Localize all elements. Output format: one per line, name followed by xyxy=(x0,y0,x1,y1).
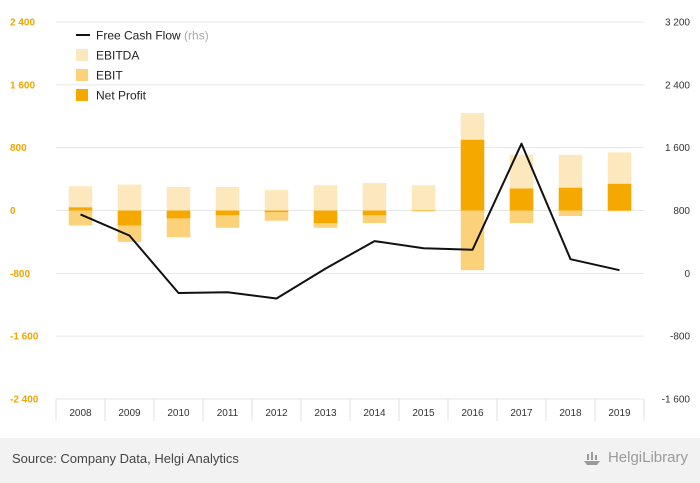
bar-ebit xyxy=(509,210,534,224)
x-tick-label: 2017 xyxy=(510,408,533,419)
bar-ebit xyxy=(264,210,289,221)
bars xyxy=(68,113,632,271)
x-tick-label: 2016 xyxy=(461,408,484,419)
footer: Source: Company Data, Helgi Analytics He… xyxy=(0,438,700,483)
y-right-tick-label: 3 200 xyxy=(665,18,690,29)
legend-label-ebitda: EBITDA xyxy=(96,49,139,63)
y-left-tick-label: -800 xyxy=(10,269,30,280)
legend-swatch-ebitda xyxy=(76,49,88,61)
bar-ebitda xyxy=(313,185,338,211)
y-left-tick-label: 800 xyxy=(10,143,27,154)
bar-ebit xyxy=(68,210,93,226)
fcf-line xyxy=(80,142,620,300)
x-tick-label: 2014 xyxy=(363,408,386,419)
legend-note-rhs: (rhs) xyxy=(184,29,209,43)
y-left-tick-label: 0 xyxy=(10,206,16,217)
x-tick-label: 2009 xyxy=(118,408,141,419)
bar-ebit xyxy=(558,210,583,216)
bar-net-profit xyxy=(68,207,93,211)
y-right-tick-label: 1 600 xyxy=(665,143,690,154)
bar-ebitda xyxy=(264,190,289,211)
bar-ebitda xyxy=(68,186,93,211)
bar-net-profit xyxy=(117,210,142,226)
x-tick-label: 2011 xyxy=(217,408,239,419)
bar-net-profit xyxy=(607,183,632,211)
legend-swatch-net-profit xyxy=(76,89,88,101)
bar-net-profit xyxy=(460,139,485,211)
x-tick-label: 2013 xyxy=(314,408,337,419)
bar-ebitda xyxy=(117,184,142,211)
bar-net-profit xyxy=(509,188,534,211)
brand-name: HelgiLibrary xyxy=(607,449,688,466)
y-right-tick-label: 800 xyxy=(673,206,690,217)
bar-ebitda xyxy=(362,183,387,211)
y-left-tick-label: 1 600 xyxy=(10,80,35,91)
bar-ebit xyxy=(460,210,485,271)
ship-icon xyxy=(583,451,600,465)
legend-swatch-ebit xyxy=(76,69,88,81)
gridlines xyxy=(55,21,645,421)
bar-ebit xyxy=(607,210,632,212)
bar-net-profit xyxy=(411,210,436,212)
bar-ebitda xyxy=(166,186,191,211)
bar-net-profit xyxy=(558,187,583,211)
bar-net-profit xyxy=(166,210,191,219)
y-left-tick-label: -1 600 xyxy=(10,332,39,343)
x-tick-label: 2012 xyxy=(265,408,288,419)
bar-net-profit xyxy=(264,210,289,213)
bar-ebitda xyxy=(215,186,240,211)
bar-ebitda xyxy=(411,185,436,211)
y-left-tick-label: 2 400 xyxy=(10,18,35,29)
y-right-tick-label: -1 600 xyxy=(662,395,691,406)
fcf-line-layer xyxy=(80,142,620,300)
y-right-tick-label: -800 xyxy=(670,332,690,343)
y-left-tick-label: -2 400 xyxy=(10,395,39,406)
x-tick-label: 2010 xyxy=(167,408,190,419)
y-right-tick-label: 0 xyxy=(684,269,690,280)
x-tick-label: 2008 xyxy=(69,408,92,419)
bar-net-profit xyxy=(313,210,338,224)
legend-label-net-profit: Net Profit xyxy=(96,89,147,103)
bar-net-profit xyxy=(362,210,387,216)
legend: Free Cash Flow (rhs) EBITDA EBIT Net Profit xyxy=(76,29,209,103)
bar-net-profit xyxy=(215,210,240,216)
axes: -2 400 -1 600 -800 0 800 1 600 2 400 -1 600 -800… xyxy=(10,18,690,420)
x-tick-label: 2019 xyxy=(608,408,631,419)
x-tick-label: 2018 xyxy=(559,408,582,419)
legend-label-free-cash-flow: Free Cash Flow (rhs) xyxy=(96,29,209,43)
brand-logo[interactable]: HelgiLibrary xyxy=(582,449,688,466)
y-right-tick-label: 2 400 xyxy=(665,80,690,91)
x-tick-label: 2015 xyxy=(412,408,435,419)
combo-chart: -2 400 -1 600 -800 0 800 1 600 2 400 -1 600 -800… xyxy=(10,18,690,421)
source-text: Source: Company Data, Helgi Analytics xyxy=(12,451,239,466)
legend-label-ebit: EBIT xyxy=(96,69,123,83)
